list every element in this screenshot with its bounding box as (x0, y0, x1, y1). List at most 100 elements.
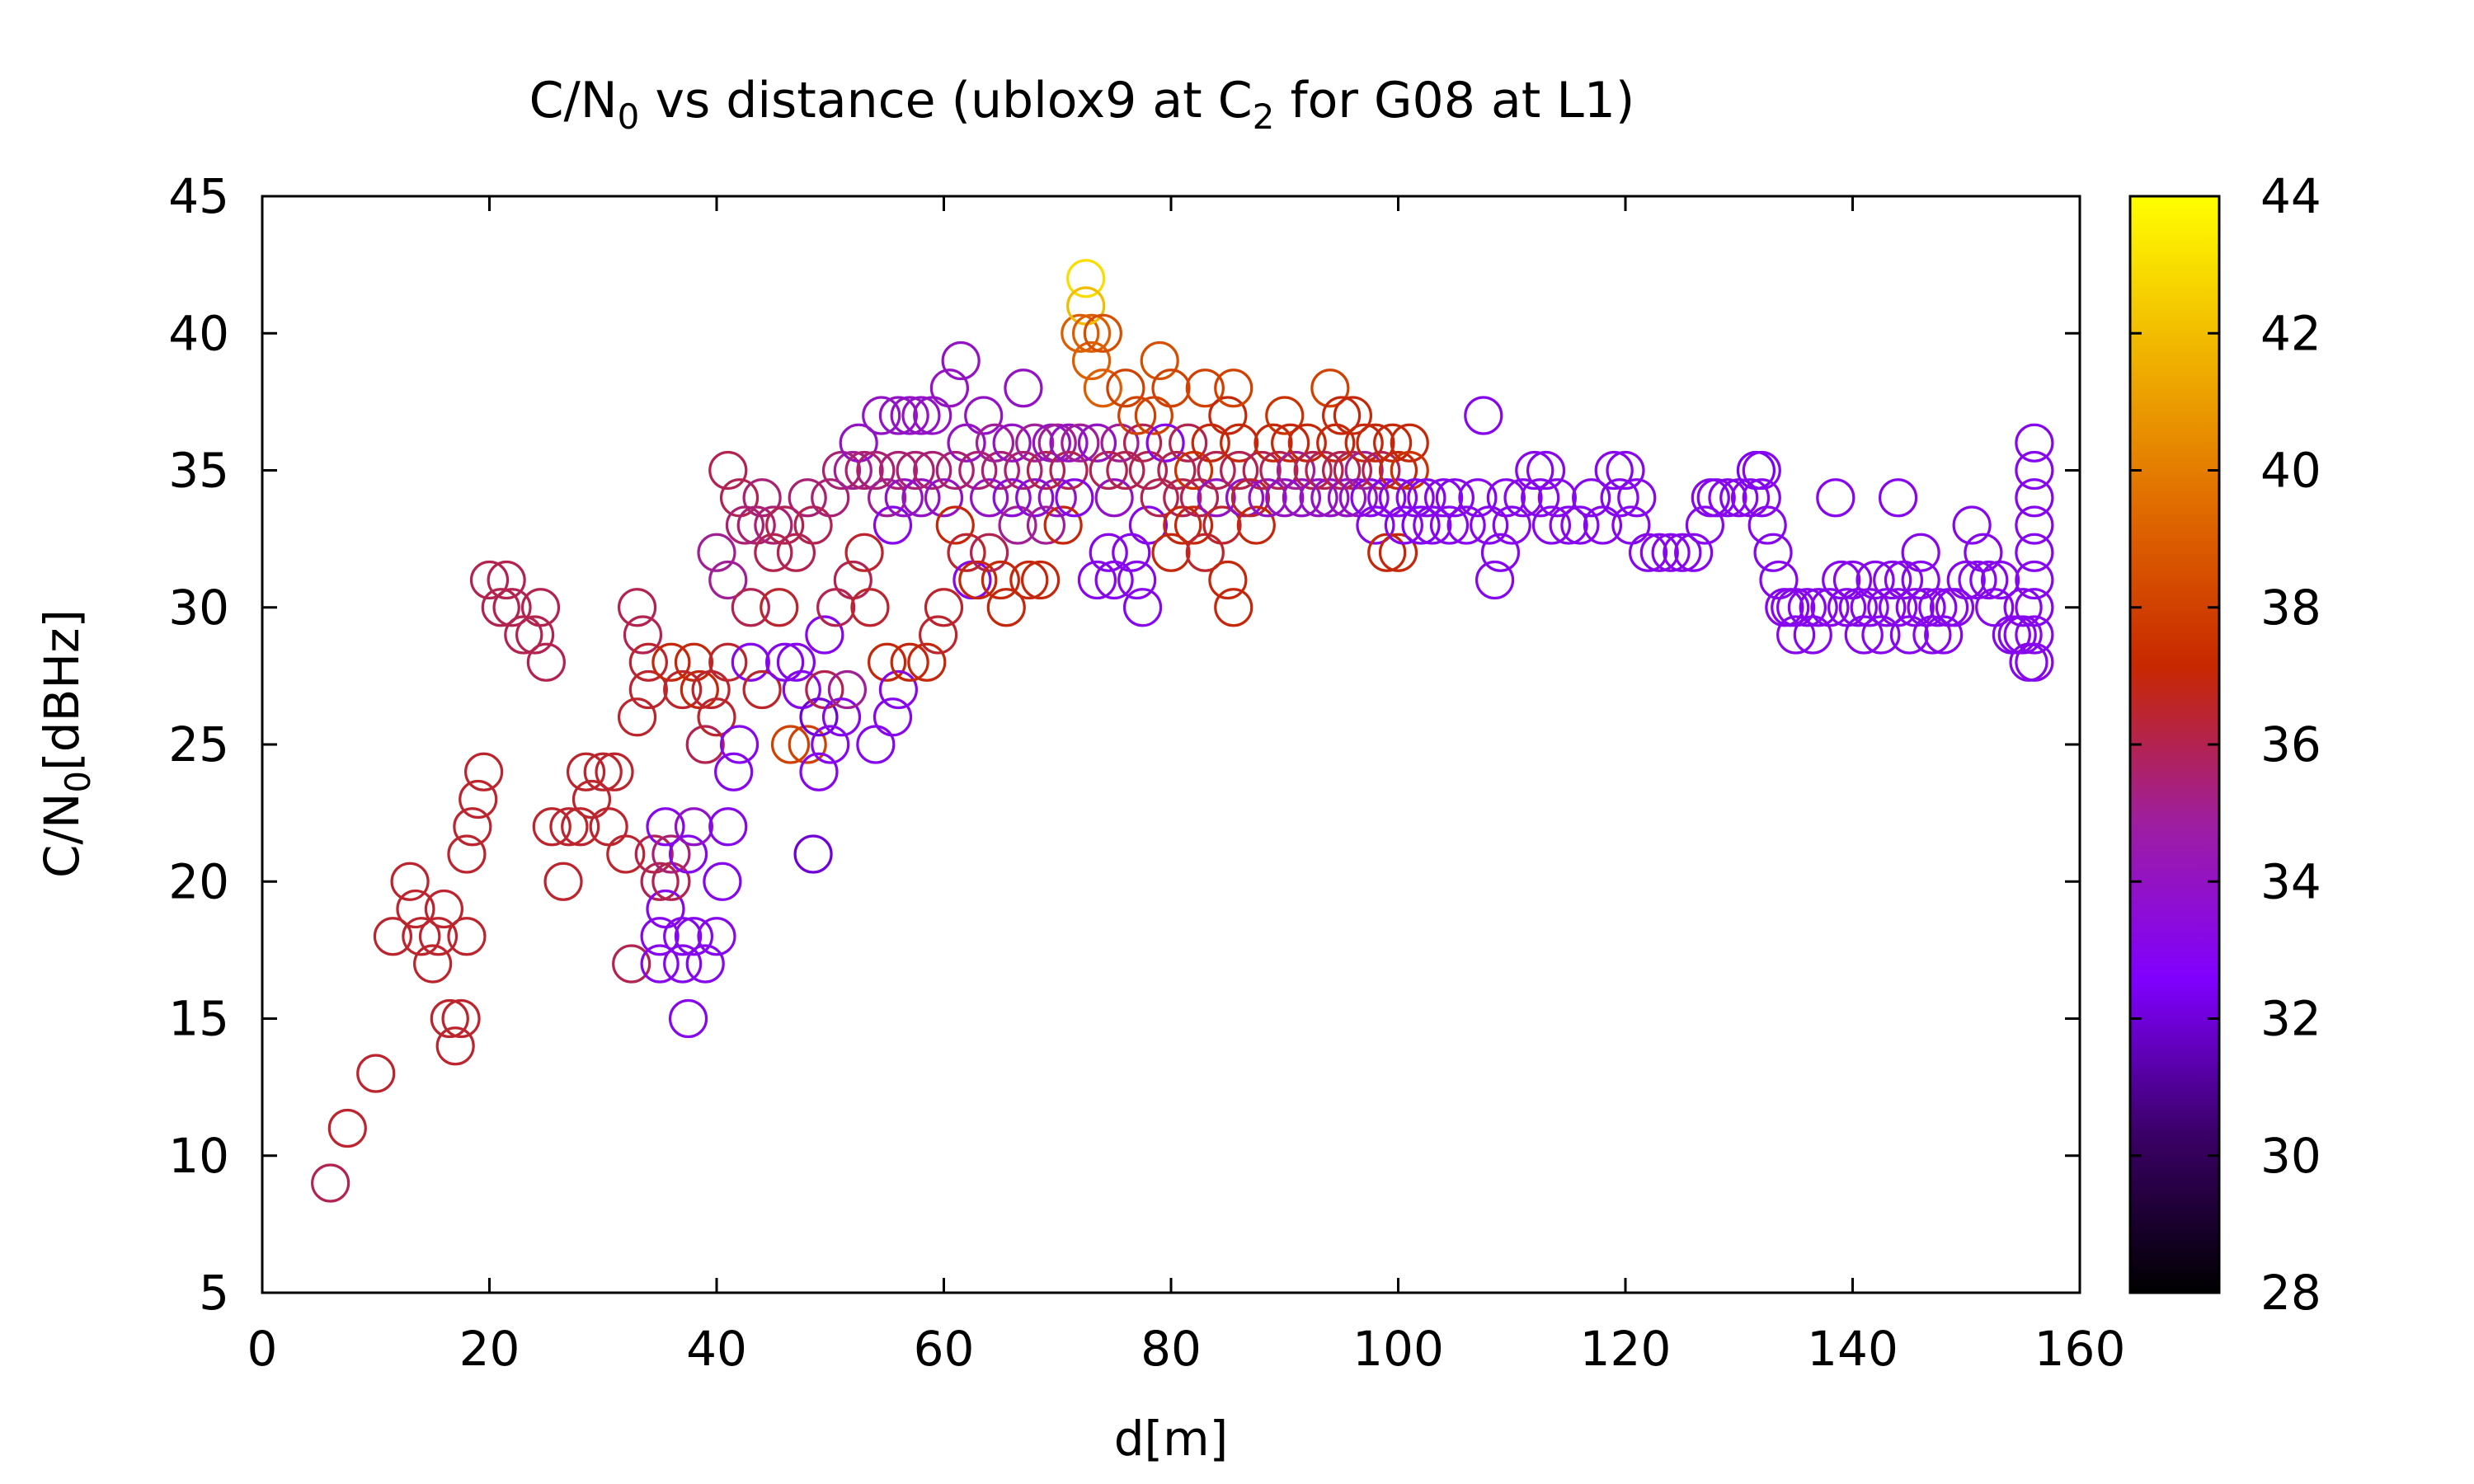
colorbar-tick-label: 42 (2260, 305, 2321, 361)
x-tick-label: 140 (1807, 1321, 1898, 1377)
data-point (2015, 642, 2054, 682)
data-point (1901, 533, 1940, 572)
data-point (2015, 533, 2054, 572)
data-point (402, 917, 441, 956)
colorbar-tick-label: 44 (2260, 168, 2321, 224)
data-point (1071, 340, 1112, 381)
data-point (663, 669, 703, 710)
data-point (947, 533, 986, 572)
data-point (1685, 505, 1725, 545)
x-tick-label: 40 (686, 1321, 747, 1377)
data-point (969, 478, 1009, 518)
data-point (1531, 505, 1572, 545)
data-point (1747, 505, 1787, 545)
data-point (788, 478, 827, 518)
data-point (685, 725, 725, 764)
data-point (1350, 478, 1390, 518)
data-point (1151, 533, 1191, 572)
data-point (1356, 505, 1395, 545)
data-point (890, 642, 929, 682)
data-point (862, 396, 901, 435)
data-point (935, 450, 975, 491)
data-point (878, 396, 919, 435)
data-point (1407, 478, 1446, 518)
data-point (697, 697, 736, 737)
data-point (1384, 505, 1423, 545)
data-point (799, 697, 839, 737)
data-point (731, 642, 770, 682)
data-point (1208, 396, 1248, 435)
data-point (566, 752, 606, 791)
y-tick-label: 25 (168, 716, 229, 773)
data-point (640, 944, 680, 984)
data-point (850, 588, 890, 627)
data-point (2015, 450, 2054, 491)
data-point (1799, 588, 1838, 627)
data-point (459, 779, 498, 819)
x-tick-label: 20 (459, 1321, 520, 1377)
data-point (856, 450, 896, 491)
data-point (1208, 560, 1248, 600)
data-point (1873, 560, 1912, 600)
data-point (1202, 505, 1242, 545)
data-point (1776, 615, 1816, 655)
data-point (1742, 450, 1781, 491)
data-point (821, 697, 862, 737)
data-point (2003, 615, 2043, 655)
data-point (856, 725, 896, 764)
data-point (1378, 533, 1418, 572)
data-point (623, 615, 663, 655)
data-point (1026, 505, 1066, 545)
data-point (674, 917, 714, 956)
data-point (1816, 478, 1856, 518)
x-tick-label: 80 (1141, 1321, 1202, 1377)
data-point (1606, 450, 1645, 491)
data-point (1214, 369, 1253, 408)
data-point (526, 642, 566, 682)
data-point (2015, 560, 2054, 600)
x-tick-label: 100 (1352, 1321, 1444, 1377)
data-point (1850, 588, 1889, 627)
data-point (1696, 478, 1736, 518)
data-point (1077, 423, 1117, 463)
data-point (901, 396, 941, 435)
data-point (1742, 478, 1781, 518)
data-point (430, 998, 469, 1039)
y-axis-label-unit: [dBHz] (34, 609, 90, 771)
data-point (1230, 478, 1271, 518)
y-tick-label: 35 (168, 443, 229, 499)
data-point (929, 369, 969, 408)
data-point (703, 862, 742, 901)
x-tick-label: 0 (247, 1321, 278, 1377)
data-point (1844, 615, 1884, 655)
data-point (969, 533, 1009, 572)
colorbar-tick-label: 38 (2260, 580, 2321, 636)
data-point (1918, 588, 1958, 627)
data-point (1810, 588, 1850, 627)
data-point (719, 725, 760, 764)
data-point (793, 834, 833, 874)
data-point (1651, 533, 1691, 572)
data-point (742, 478, 782, 518)
data-point (492, 588, 532, 627)
data-point (805, 669, 844, 710)
data-point (998, 505, 1037, 545)
data-point (373, 917, 413, 956)
data-point (992, 478, 1032, 518)
data-point (708, 450, 748, 491)
colorbar-ticks: 28 30 32 34 36 38 40 42 44 (2130, 168, 2321, 1321)
data-point (844, 450, 884, 491)
data-point (935, 505, 975, 545)
data-point (685, 944, 725, 984)
x-tick-label: 60 (914, 1321, 975, 1377)
data-point (1390, 423, 1429, 463)
data-point (1924, 615, 1964, 655)
data-point (2015, 423, 2054, 463)
data-point (992, 423, 1032, 463)
y-axis-label-main: C/N (34, 793, 90, 878)
data-point (1429, 505, 1470, 545)
data-point (646, 889, 685, 929)
data-point (2015, 588, 2054, 627)
data-point (833, 450, 872, 491)
data-point (1049, 450, 1089, 491)
